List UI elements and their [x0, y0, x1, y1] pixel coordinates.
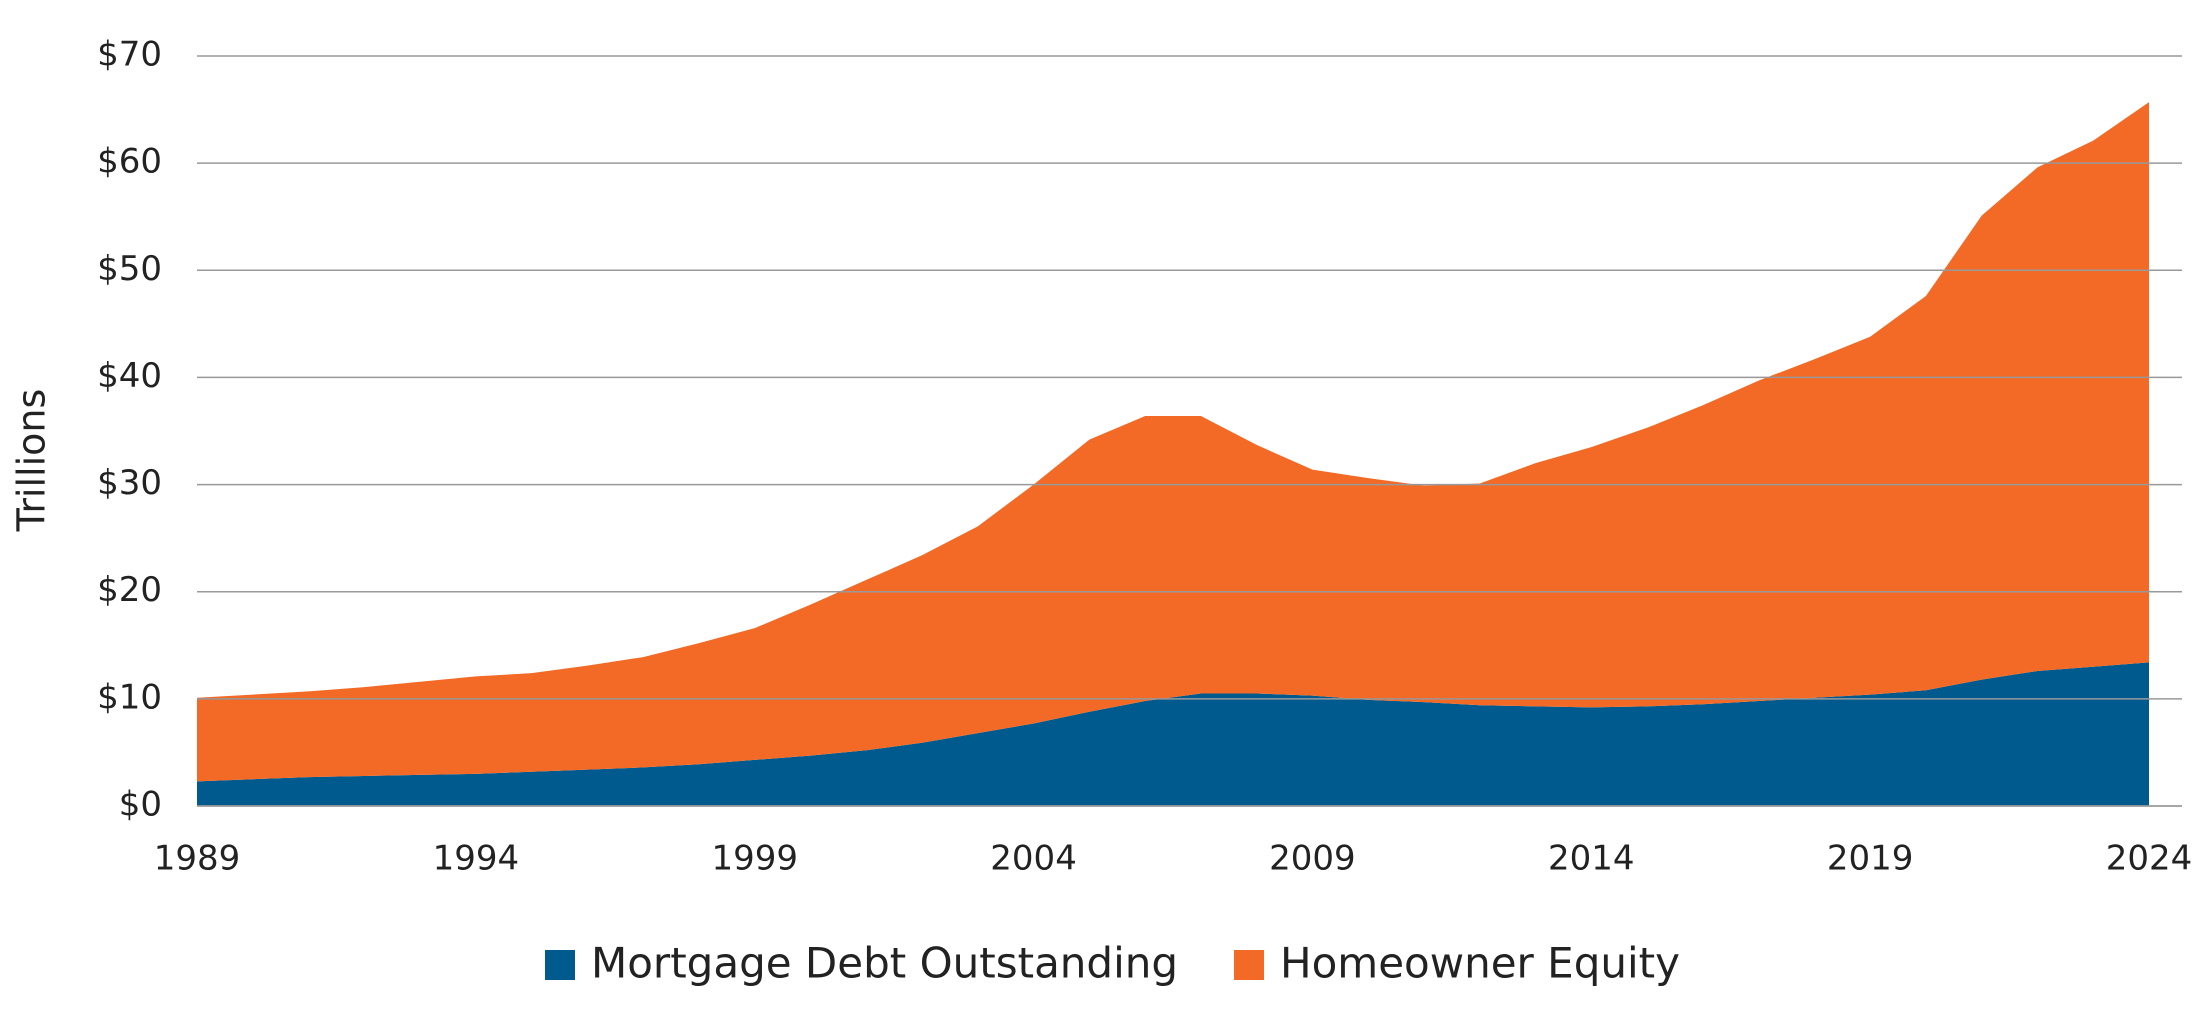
- x-tick-label: 1989: [154, 839, 241, 879]
- x-tick-label: 1994: [433, 839, 520, 879]
- area: [197, 102, 2149, 782]
- y-tick-label: $60: [97, 142, 162, 182]
- x-tick-label: 2024: [2106, 839, 2193, 879]
- y-tick-label: $20: [97, 570, 162, 610]
- x-tick-label: 2019: [1827, 839, 1914, 879]
- area: [197, 662, 2149, 806]
- y-tick-label: $10: [97, 677, 162, 717]
- y-tick-label: $40: [97, 356, 162, 396]
- x-tick-label: 2004: [990, 839, 1077, 879]
- y-tick-label: $30: [97, 463, 162, 503]
- y-axis-label: Trillions: [10, 389, 54, 533]
- x-tick-label: 2009: [1269, 839, 1356, 879]
- legend-label: Mortgage Debt Outstanding: [591, 939, 1178, 988]
- legend-swatch: [545, 950, 575, 980]
- legend-label: Homeowner Equity: [1280, 939, 1680, 988]
- legend-swatch: [1234, 950, 1264, 980]
- y-tick-label: $50: [97, 249, 162, 289]
- y-tick-label: $0: [119, 785, 162, 825]
- x-tick-label: 1999: [711, 839, 798, 879]
- y-tick-label: $70: [97, 35, 162, 75]
- x-tick-label: 2014: [1548, 839, 1635, 879]
